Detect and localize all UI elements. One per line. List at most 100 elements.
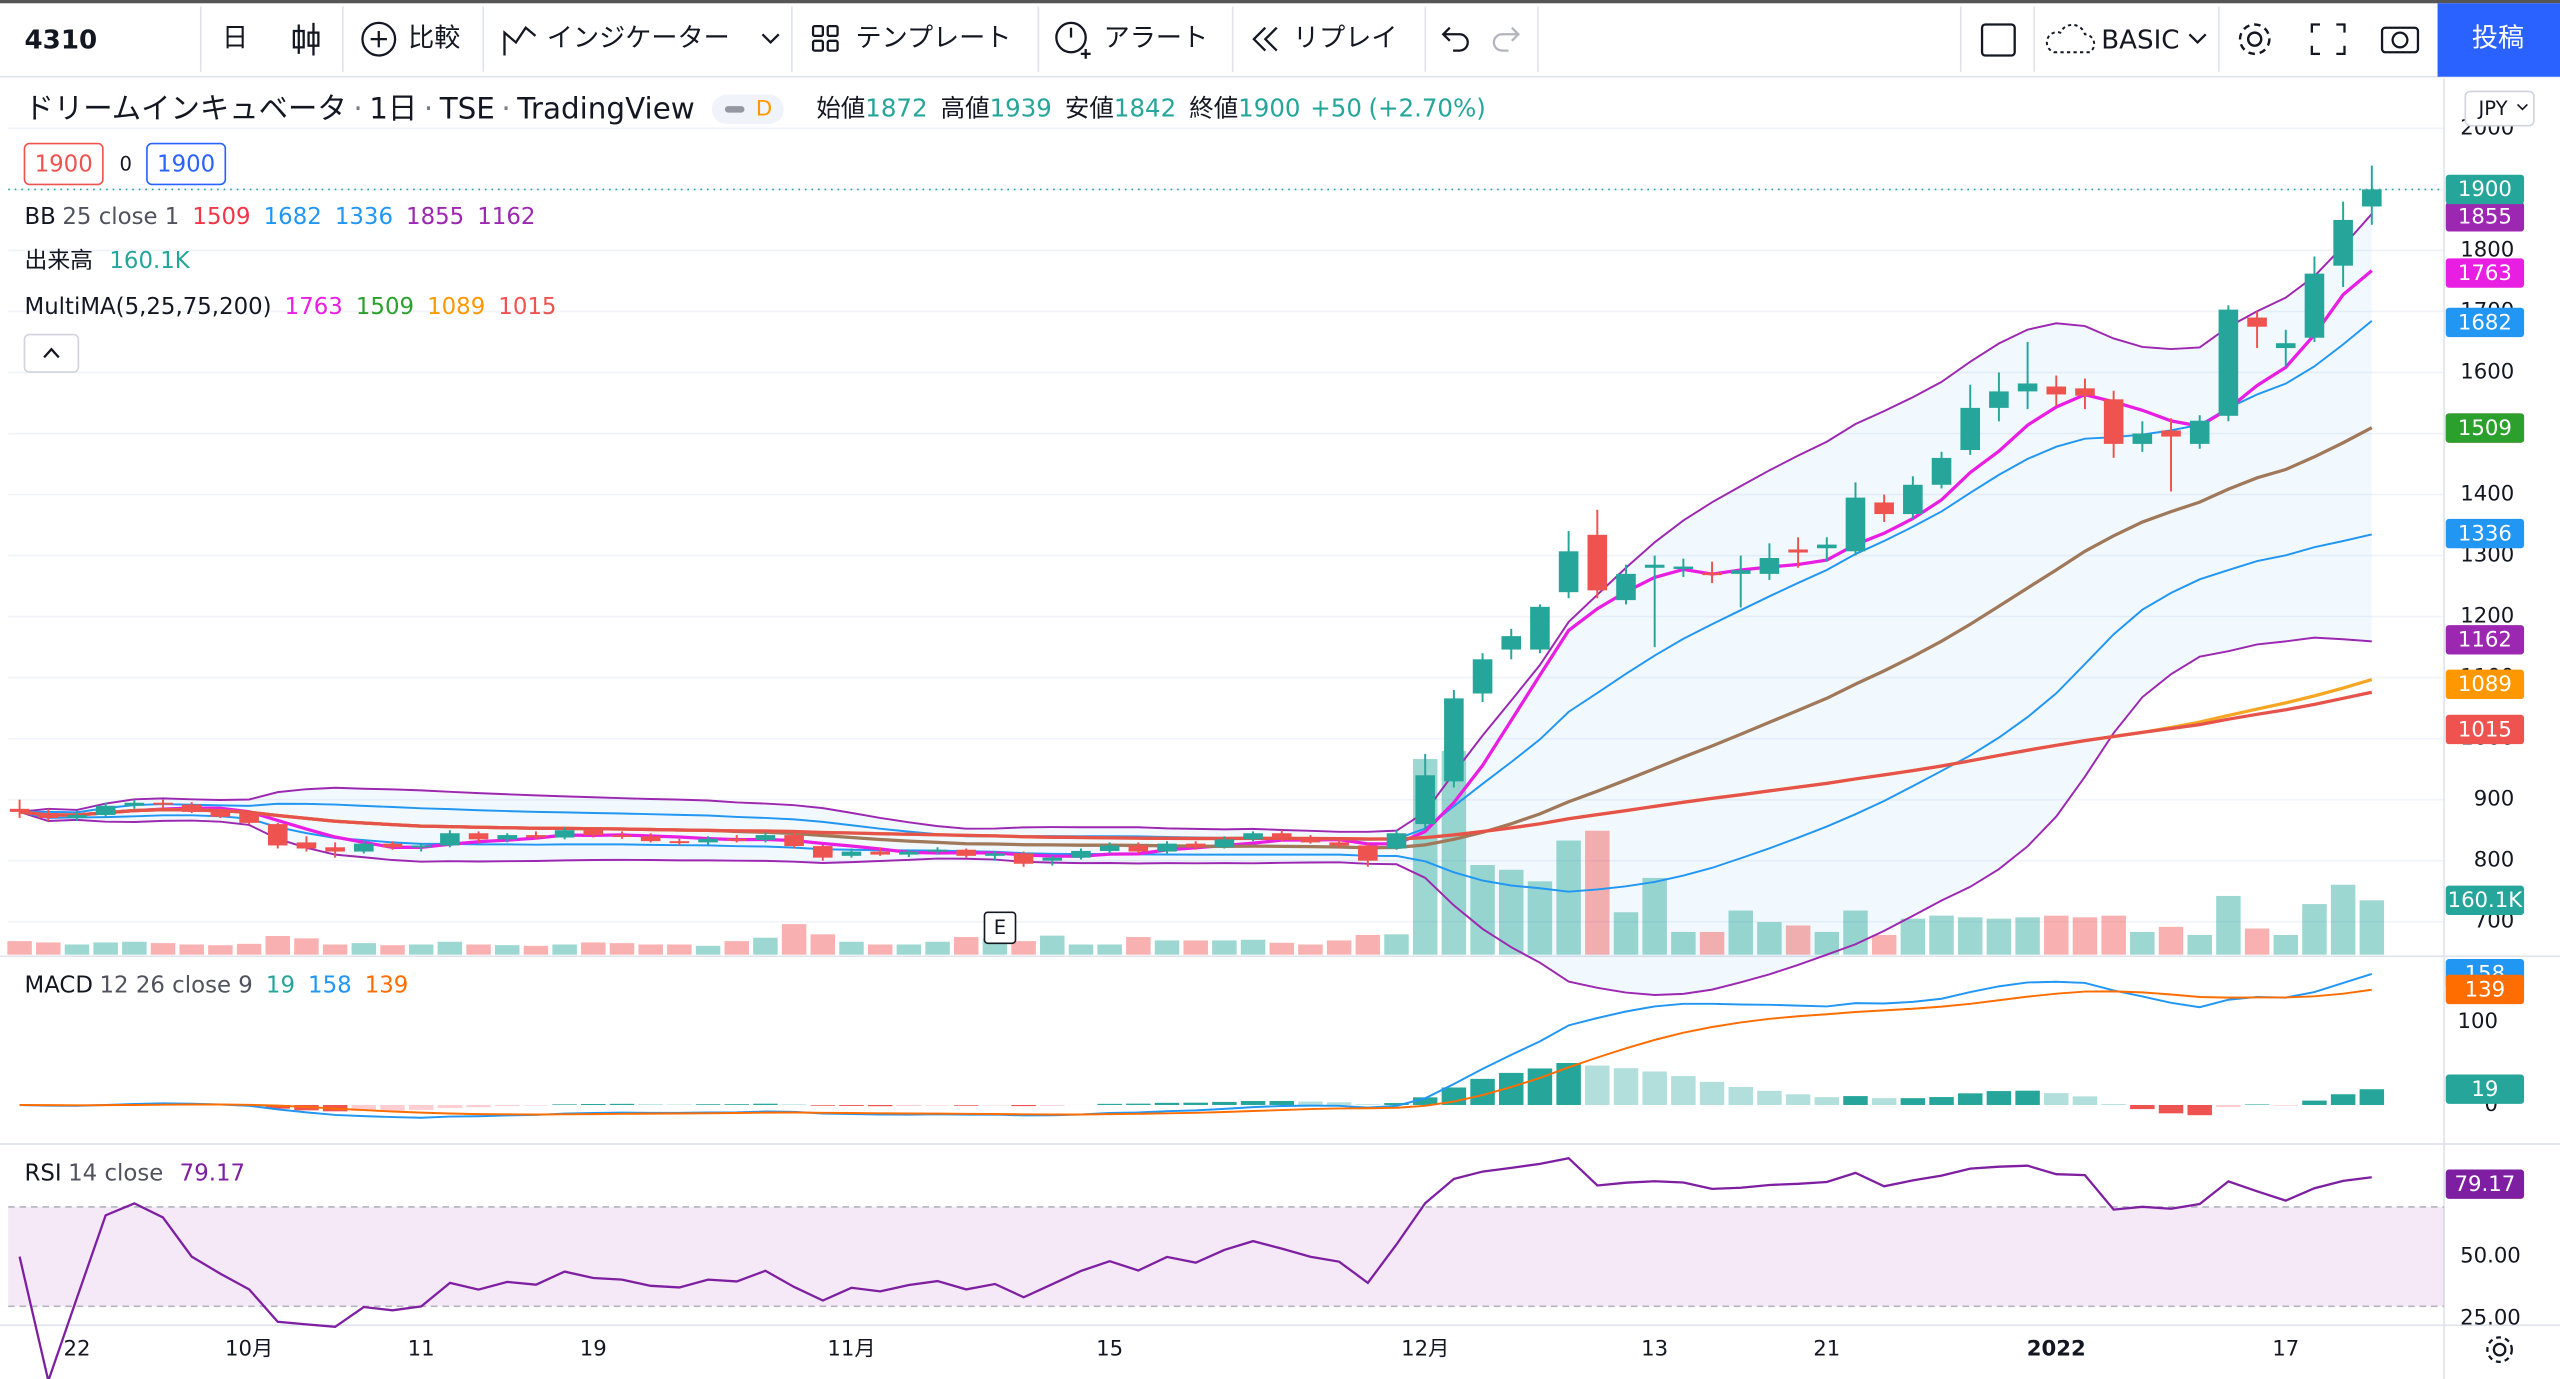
y-tick-label: 1600 [2460,359,2514,384]
candle-body [411,845,431,848]
layout-button[interactable] [1980,23,2016,57]
price-badge-label: 1900 [2458,177,2512,202]
volume-bar [867,944,893,955]
volume-bar [523,945,549,955]
volume-bar [322,944,348,955]
volume-bar [1585,830,1610,955]
currency-button[interactable]: JPY [2477,97,2508,120]
volume-bar [1556,840,1581,955]
price-badge [2445,174,2525,205]
study-params: 25 close 1 [62,204,179,230]
top-edge [0,0,2560,4]
snapshot-button[interactable] [2380,26,2420,54]
ohlc-value: 1939 [990,93,1052,122]
chart-title: ドリームインキュベータ [24,91,346,125]
volume-bar [638,944,663,955]
currency-button-bg[interactable] [2464,90,2535,127]
macd-histogram [724,1104,749,1105]
change-percent: (+2.70%) [1368,93,1485,122]
volume-bar [2044,915,2069,955]
fullscreen-button[interactable] [2310,23,2346,55]
indicators-button[interactable]: インジケーター [547,24,730,54]
layout-name[interactable]: BASIC [2101,25,2179,55]
volume-bar [93,942,118,955]
volume-bar [1068,944,1094,955]
volume-bar [236,943,262,955]
candle-body [1587,534,1608,591]
chart-type-button[interactable] [292,22,320,56]
macd-histogram [1671,1076,1696,1105]
candle-body [669,841,690,844]
bid[interactable]: 1900 [35,151,93,177]
macd-line [19,973,2373,1119]
macd-histogram [1154,1102,1180,1105]
candle-body [1444,698,1464,782]
settings-button[interactable] [2238,23,2271,56]
compare-button[interactable]: 比較 [408,24,460,54]
templates-button[interactable]: テンプレート [856,24,1012,54]
candle-body [2161,430,2181,437]
candle-body [153,802,173,805]
candle-body [1845,497,1866,552]
ohlc-label: 終値 [1189,93,1238,122]
macd-histogram [380,1104,405,1111]
volume-bar [1355,934,1381,955]
bollinger-line [19,213,2373,833]
study-value: 1763 [285,293,343,319]
macd-histogram [1986,1091,2012,1105]
collapse-chevron[interactable] [43,347,60,359]
price-badge [2445,258,2525,288]
price-badge [2445,625,2525,655]
candle-body [2333,219,2353,266]
macd-histogram [867,1104,893,1107]
ask-box[interactable] [146,142,227,186]
cloud-icon[interactable] [2045,23,2096,54]
status-badge: D [756,96,772,121]
macd-histogram [1326,1102,1352,1105]
volume-bar [1957,917,1983,955]
compare-icon[interactable] [361,21,397,57]
replay-icon[interactable] [1252,26,1278,52]
ask[interactable]: 1900 [157,151,215,177]
event-marker-box[interactable] [983,911,1017,945]
macd-histogram [1785,1094,1811,1105]
chevron[interactable] [761,33,780,45]
macd-histogram [2130,1104,2155,1110]
publish-button[interactable]: 投稿 [2472,24,2524,54]
candle-body [927,849,948,852]
publish-button-bg[interactable] [2437,3,2560,77]
bb-fill [19,213,2372,996]
bid-box[interactable] [23,142,104,186]
macd-histogram [1384,1103,1409,1105]
chevron[interactable] [2188,33,2207,45]
chevron[interactable] [2516,103,2528,111]
undo-button[interactable] [1441,26,1469,52]
macd-histogram [896,1104,922,1106]
signal-line [19,988,2372,1116]
ohlc-value: 1872 [865,93,927,122]
symbol[interactable]: 4310 [24,25,97,55]
event-marker[interactable]: E [994,916,1006,939]
x-tick-label: 17 [2272,1337,2299,1362]
candle-body [1558,551,1579,593]
candle-body [38,813,59,818]
replay-button[interactable]: リプレイ [1293,24,1397,54]
volume-bar [1929,915,1954,955]
volume-bar [1671,931,1696,955]
candle-body [124,802,145,806]
interval-button[interactable]: 日 [222,24,248,54]
candle-body [698,838,718,843]
alert-button[interactable]: アラート [1104,24,1208,54]
redo-button[interactable] [1492,26,1520,52]
volume-bar [122,941,147,955]
legend-row: 始値1872 高値1939 安値1842 終値1900 +50 (+2.70%) [816,93,1485,122]
macd-histogram [1556,1063,1581,1105]
collapse-button[interactable] [23,333,80,373]
alert-icon[interactable] [1055,21,1091,59]
templates-icon[interactable] [811,24,839,52]
axis-settings[interactable] [2486,1336,2513,1364]
study-value: 158 [308,972,352,998]
indicators-icon[interactable] [503,26,537,56]
price-badge-label: 1855 [2458,205,2512,230]
volume-bar [2015,917,2040,955]
